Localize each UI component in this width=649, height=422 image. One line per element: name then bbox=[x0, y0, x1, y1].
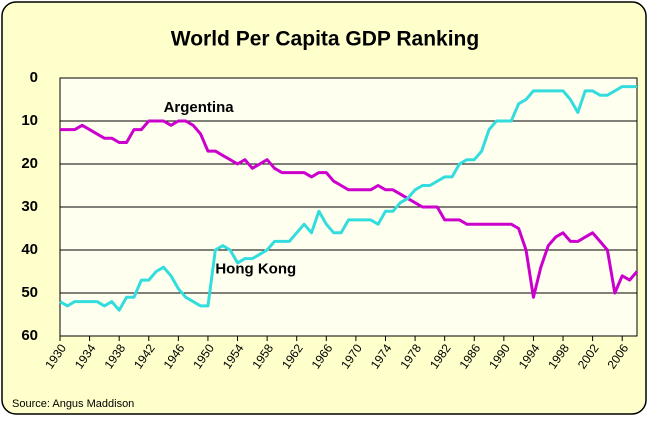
source-note: Source: Angus Maddison bbox=[12, 398, 134, 410]
y-tick-label: 50 bbox=[21, 284, 38, 301]
series-line bbox=[59, 85, 637, 312]
series-label: Argentina bbox=[164, 99, 235, 116]
y-tick-label: 30 bbox=[21, 198, 38, 215]
chart-title: World Per Capita GDP Ranking bbox=[171, 28, 479, 51]
y-tick-label: 40 bbox=[21, 241, 38, 258]
series-line bbox=[60, 119, 639, 299]
y-tick-label: 0 bbox=[30, 69, 38, 86]
y-tick-label: 20 bbox=[21, 155, 38, 172]
series-label: Hong Kong bbox=[215, 260, 296, 277]
y-tick-label: 60 bbox=[21, 327, 38, 344]
y-tick-label: 10 bbox=[21, 112, 38, 129]
